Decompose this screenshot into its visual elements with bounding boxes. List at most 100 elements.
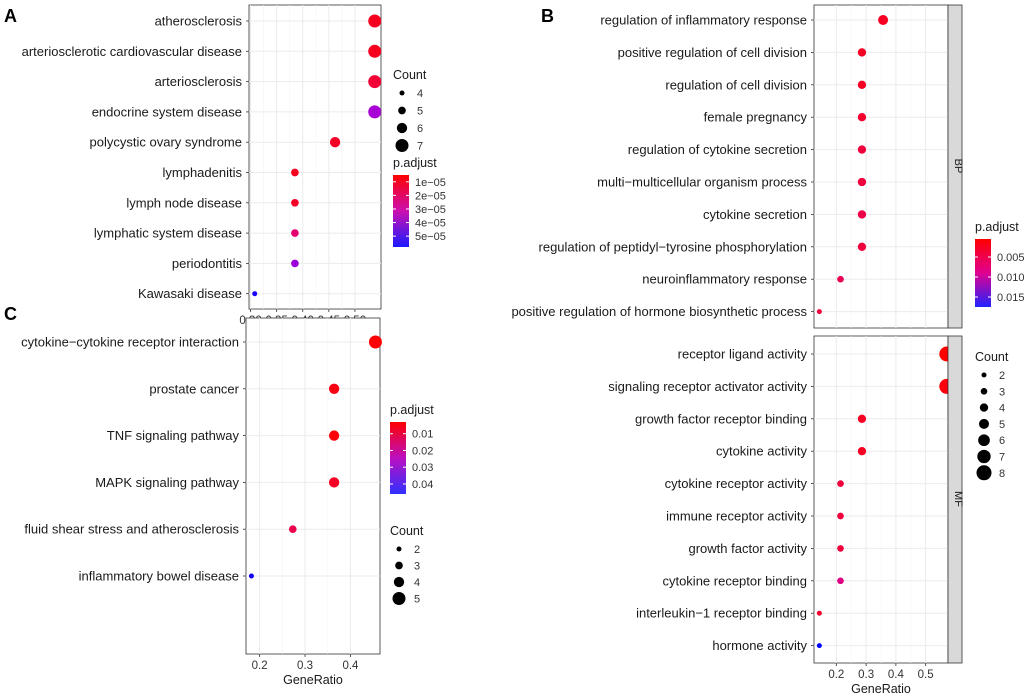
- category-label: fluid shear stress and atherosclerosis: [24, 522, 239, 537]
- legend-count-dot: [977, 449, 991, 464]
- plot-area: [248, 4, 382, 310]
- legend-count-dot: [979, 403, 989, 412]
- legend-count-label: 5: [414, 594, 420, 606]
- legend-color-label: 4e−05: [415, 218, 446, 230]
- legend-color-label: 0.010: [997, 272, 1024, 284]
- data-point: [368, 335, 382, 349]
- legend-count-dot: [981, 372, 987, 378]
- x-tick-label: 0.4: [342, 660, 359, 672]
- legend-count-dot: [396, 122, 408, 134]
- legend-count-dot: [393, 576, 405, 588]
- category-label: positive regulation of hormone biosynthe…: [511, 304, 807, 319]
- category-label: atherosclerosis: [155, 14, 243, 29]
- legend-count-label: 6: [417, 123, 423, 135]
- category-label: inflammatory bowel disease: [79, 569, 239, 584]
- legend-count-dot: [395, 561, 403, 570]
- data-point: [288, 525, 297, 534]
- category-label: signaling receptor activator activity: [608, 379, 807, 394]
- data-point: [368, 44, 382, 58]
- data-point: [248, 573, 254, 579]
- category-label: regulation of inflammatory response: [600, 13, 807, 28]
- category-label: arteriosclerotic cardiovascular disease: [22, 44, 242, 59]
- legend-color-title: p.adjust: [390, 403, 434, 417]
- data-point: [368, 105, 382, 119]
- category-label: immune receptor activity: [666, 509, 807, 524]
- data-point: [816, 610, 822, 616]
- panel-c-legends: p.adjust 0.01 0.02 0.03 0.04 Count 2 3 4 5: [390, 403, 434, 606]
- legend-color-label: 0.015: [997, 292, 1024, 304]
- x-tick-label: 0.5: [918, 669, 934, 681]
- data-point: [837, 275, 844, 283]
- legend-count-dot: [979, 418, 989, 429]
- data-point: [857, 48, 867, 57]
- category-label: periodontitis: [172, 256, 243, 271]
- category-label: hormone activity: [712, 638, 807, 653]
- category-label: growth factor receptor binding: [635, 411, 807, 426]
- legend-count-title: Count: [975, 350, 1009, 364]
- legend-count-dot: [395, 139, 409, 152]
- data-point: [878, 15, 889, 25]
- category-label: lymphatic system disease: [94, 226, 242, 241]
- facet-strip-mf: [947, 335, 963, 664]
- data-point: [857, 80, 867, 89]
- legend-count-label: 3: [999, 386, 1005, 398]
- panel-label-c: C: [4, 304, 17, 324]
- data-point: [837, 545, 844, 552]
- data-point: [368, 14, 382, 28]
- legend-count-label: 2: [999, 370, 1005, 382]
- legend-count-label: 6: [999, 435, 1005, 447]
- x-tick-label: 0.3: [297, 660, 313, 672]
- facet-label-bp: BP: [952, 159, 964, 174]
- x-tick-label: 0.4: [888, 669, 905, 681]
- data-point: [857, 145, 867, 154]
- legend-colorbar: [393, 175, 409, 247]
- category-label: growth factor activity: [689, 541, 808, 556]
- data-point: [291, 168, 299, 177]
- data-point: [291, 229, 299, 237]
- category-label: female pregnancy: [704, 110, 808, 125]
- data-point: [857, 210, 867, 219]
- legend-color-title: p.adjust: [975, 220, 1019, 234]
- legend-colorbar: [975, 239, 991, 307]
- data-point: [857, 414, 867, 423]
- category-label: polycystic ovary syndrome: [90, 135, 242, 150]
- data-point: [328, 477, 340, 488]
- data-point: [857, 242, 867, 251]
- plot-area: [245, 317, 381, 655]
- data-point: [837, 480, 844, 487]
- legend-count-dot: [976, 465, 992, 481]
- panel-label-a: A: [4, 6, 17, 26]
- data-point: [252, 291, 258, 297]
- category-label: neuroinflammatory response: [642, 272, 807, 287]
- legend-count-title: Count: [393, 68, 427, 82]
- category-label: endocrine system disease: [92, 104, 242, 119]
- category-label: regulation of cell division: [665, 77, 807, 92]
- data-point: [329, 137, 341, 148]
- category-label: cytokine secretion: [703, 207, 807, 222]
- data-point: [837, 512, 844, 520]
- x-tick-label: 0.2: [828, 669, 844, 681]
- data-point: [857, 113, 867, 122]
- legend-colorbar: [390, 422, 406, 494]
- legend-count-label: 5: [417, 106, 423, 118]
- legend-count-label: 7: [999, 452, 1005, 464]
- category-label: cytokine receptor activity: [665, 476, 808, 491]
- legend-count-label: 2: [414, 544, 420, 556]
- legend-color-label: 0.005: [997, 252, 1024, 264]
- legend-count-dot: [399, 90, 405, 96]
- legend-color-label: 5e−05: [415, 231, 446, 243]
- legend-count-label: 3: [414, 561, 420, 573]
- category-label: cytokine−cytokine receptor interaction: [21, 335, 239, 350]
- legend-count-dot: [392, 592, 406, 605]
- legend-count-dot: [398, 106, 406, 115]
- data-point: [328, 430, 340, 441]
- x-axis-label: GeneRatio: [851, 682, 911, 696]
- data-point: [816, 309, 822, 315]
- category-label: TNF signaling pathway: [107, 428, 240, 443]
- category-label: receptor ligand activity: [678, 347, 808, 362]
- legend-count-dot: [978, 434, 990, 447]
- legend-color-label: 0.03: [412, 462, 433, 474]
- category-label: regulation of peptidyl−tyrosine phosphor…: [539, 239, 807, 254]
